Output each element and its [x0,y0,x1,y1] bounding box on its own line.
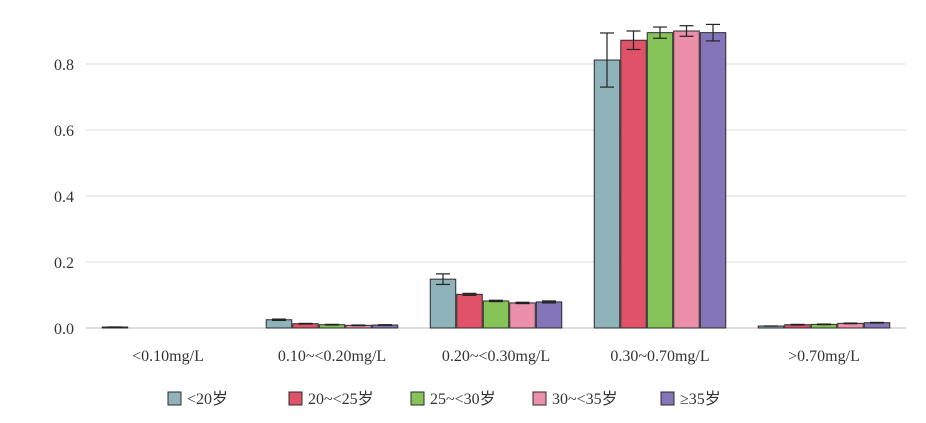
bar [673,30,700,329]
error-bar [298,322,313,325]
gridlines [86,63,906,329]
bars [101,30,891,329]
legend-swatch [532,391,547,406]
legend: <20岁 20~<25岁 25~<30岁 30~<35岁 ≥35岁 [167,390,721,408]
error-bar [870,321,884,324]
x-tick-label: 0.30~0.70mg/L [610,348,709,365]
legend-swatch [288,391,303,406]
error-bar [790,323,805,326]
error-bar [542,300,556,304]
x-tick-label: >0.70mg/L [788,348,860,365]
error-bar [653,26,667,39]
error-bar [515,301,530,305]
bar [535,301,563,329]
error-bar [462,292,477,296]
x-tick-label: 0.20~<0.30mg/L [442,348,550,365]
error-bar [489,299,503,303]
y-tick-label: 0.0 [54,321,74,338]
legend-item: <20岁 [167,390,228,408]
y-tick-label: 0.6 [54,123,74,140]
error-bar [679,25,694,37]
y-tick-label: 0.2 [54,255,74,272]
legend-label: 30~<35岁 [552,390,618,408]
error-bar [626,30,641,51]
legend-label: 25~<30岁 [430,390,496,408]
bar [593,59,621,329]
legend-label: <20岁 [187,390,228,408]
error-bar [272,318,286,322]
error-bar [378,324,392,326]
bar [699,32,727,329]
error-bar [706,23,720,42]
legend-item: 20~<25岁 [288,390,374,408]
error-bar [817,323,831,326]
legend-label: 20~<25岁 [308,390,374,408]
bar [456,293,483,329]
legend-swatch [660,391,675,406]
y-tick-label: 0.4 [54,189,74,206]
legend-item: ≥35岁 [660,390,721,408]
legend-item: 25~<30岁 [410,390,496,408]
x-axis-tick-labels: <0.10mg/L 0.10~<0.20mg/L 0.20~<0.30mg/L 0.3… [132,348,860,365]
legend-item: 30~<35岁 [532,390,618,408]
error-bar [600,32,614,88]
error-bars [108,23,884,328]
error-bar [351,324,366,327]
legend-swatch [167,391,182,406]
bar [482,300,510,329]
x-tick-label: 0.10~<0.20mg/L [278,348,386,365]
error-bar [843,322,858,325]
bar [429,278,457,329]
error-bar [436,273,450,286]
bar [620,39,647,329]
legend-swatch [410,391,425,406]
x-tick-label: <0.10mg/L [132,348,204,365]
y-tick-label: 0.8 [54,57,74,74]
bar [509,302,536,329]
legend-label: ≥35岁 [680,390,721,408]
error-bar [325,323,339,326]
y-axis-tick-labels: 0.0 0.2 0.4 0.6 0.8 [54,57,74,338]
bar [646,32,674,329]
